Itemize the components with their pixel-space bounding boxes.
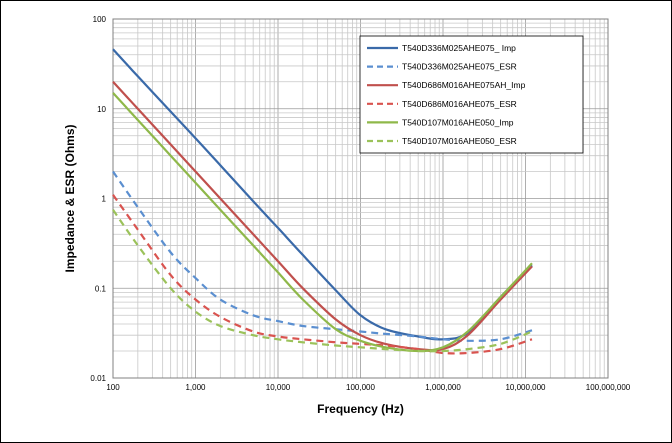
legend-label: T540D336M025AHE075_ESR bbox=[402, 62, 517, 72]
series-line-5 bbox=[112, 92, 533, 353]
x-tick-label: 100 bbox=[106, 383, 120, 392]
legend-label: T540D686M016AHE075_ESR bbox=[402, 99, 517, 109]
series-line-4 bbox=[112, 194, 533, 355]
x-tick-label: 10,000,000 bbox=[505, 383, 546, 392]
y-tick-label: 0.1 bbox=[95, 284, 107, 293]
legend-label: T540D107M016AHE050_Imp bbox=[402, 117, 514, 127]
x-tick-label: 1,000 bbox=[185, 383, 206, 392]
legend-label: T540D686M016AHE075AH_Imp bbox=[402, 80, 526, 90]
y-axis-title: Impedance & ESR (Ohms) bbox=[63, 124, 77, 272]
legend: T540D336M025AHE075_ Imp T540D336M025AHE07… bbox=[359, 35, 584, 154]
y-tick-label: 10 bbox=[97, 105, 106, 114]
x-tick-label: 10,000 bbox=[266, 383, 291, 392]
plot-area-border bbox=[112, 18, 609, 379]
x-tick-label: 100,000 bbox=[346, 383, 375, 392]
x-tick-label: 100,000,000 bbox=[586, 383, 631, 392]
legend-box bbox=[359, 35, 584, 154]
series-line-3 bbox=[112, 80, 533, 352]
legend-label: T540D336M025AHE075_ Imp bbox=[402, 43, 516, 53]
x-tick-label: 1,000,000 bbox=[425, 383, 461, 392]
series-line-1 bbox=[112, 48, 533, 341]
y-tick-label: 100 bbox=[93, 15, 107, 24]
y-tick-label: 1 bbox=[102, 195, 107, 204]
series-layer bbox=[112, 48, 533, 355]
legend-label: T540D107M016AHE050_ESR bbox=[402, 136, 517, 146]
tick-labels: 100 1,000 10,000 100,000 1,000,000 10,000,000… bbox=[90, 15, 630, 392]
series-line-6 bbox=[112, 209, 533, 353]
x-axis-title: Frequency (Hz) bbox=[317, 402, 404, 416]
y-tick-label: 0.01 bbox=[90, 374, 106, 383]
